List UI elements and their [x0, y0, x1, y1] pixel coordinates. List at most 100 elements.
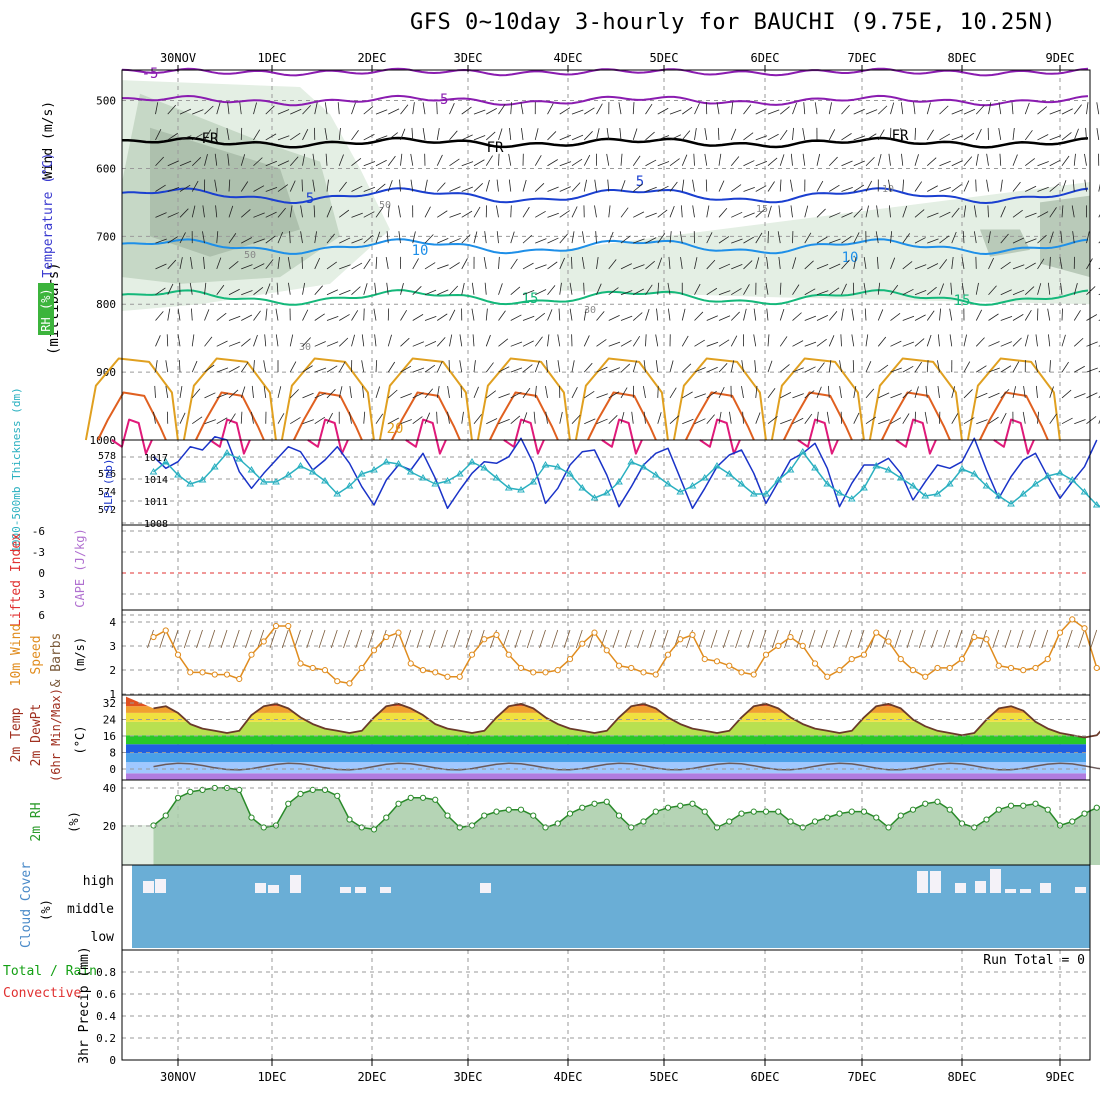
wind-barb: [202, 231, 205, 244]
wind-barb: [473, 135, 486, 141]
wind-barb: [926, 286, 937, 296]
wind-barb: [388, 417, 399, 425]
wind-barb: [767, 133, 779, 141]
wind-barb: [962, 231, 965, 244]
wind-barb: [1024, 309, 1032, 321]
wind-barb: [326, 233, 335, 244]
wind-barb: [851, 334, 855, 347]
wind-barb: [216, 312, 227, 321]
wind-barb: [485, 334, 491, 347]
surface-wind-barb: [563, 629, 571, 649]
wind-barb: [228, 233, 237, 244]
thickness-line-point: [688, 482, 697, 489]
wind-barb: [253, 310, 261, 321]
wind-barb: [914, 209, 925, 218]
ylabel-rh: RH (%): [39, 288, 53, 331]
wind-speed-line-point: [750, 671, 757, 678]
wind-barb: [324, 102, 328, 115]
wind-barb: [204, 129, 212, 141]
wind-barb: [253, 212, 265, 218]
wind-barb: [190, 256, 193, 269]
warm-contour: [97, 391, 167, 441]
wind-barb: [338, 154, 344, 166]
li-tick-label: 3: [38, 588, 45, 601]
wind-barb: [1061, 108, 1073, 115]
wind-barb: [681, 154, 688, 166]
wind-barb: [522, 340, 534, 347]
wind-barb: [939, 235, 950, 244]
contour-label: 15: [954, 293, 971, 309]
dewpoint-2m-line: [153, 762, 1100, 771]
wind-barb: [1086, 231, 1090, 244]
rh-2m-line-point: [1007, 802, 1015, 809]
wind-barb: [216, 257, 222, 270]
wind-barb: [1086, 102, 1089, 115]
wind-barb: [473, 386, 479, 399]
rh-2m-line-point: [468, 822, 476, 829]
wind-barb: [792, 284, 800, 295]
wind-barb: [338, 127, 341, 140]
surface-wind-barb: [502, 629, 510, 649]
wind-barb: [375, 135, 388, 141]
wind-barb: [878, 392, 890, 399]
wind-barb: [753, 308, 757, 321]
wind-barb: [706, 232, 713, 244]
wind-barb: [363, 411, 366, 424]
wind-barb: [265, 211, 277, 218]
wind-barb: [534, 182, 545, 192]
wind-barb: [571, 182, 581, 192]
wind-barb: [400, 419, 412, 425]
wind-barb: [324, 128, 328, 140]
wind-barb: [559, 210, 570, 218]
ylabel-speed: Speed: [29, 635, 44, 674]
wind-barb: [937, 385, 940, 398]
wind-barb: [1086, 367, 1098, 373]
surface-wind-barb: [294, 629, 301, 649]
wind-barb: [877, 282, 881, 295]
wind-barb: [706, 315, 718, 321]
wind-barb: [1060, 231, 1063, 244]
wind-barb: [179, 208, 189, 218]
wind-speed-line-point: [174, 651, 182, 658]
wind-barb: [498, 393, 510, 399]
wind-barb: [547, 237, 559, 244]
wind-barb: [865, 109, 878, 115]
wind-barb: [865, 156, 875, 167]
rh-2m-line-point: [1032, 800, 1039, 807]
wind-barb: [596, 418, 608, 425]
wind-barb: [191, 388, 201, 399]
wind-barb: [424, 340, 437, 347]
wind-barb: [449, 158, 460, 167]
wind-barb: [608, 231, 614, 244]
wind-barb: [411, 127, 414, 140]
thickness-line-point: [1043, 472, 1052, 479]
wind-barb: [522, 412, 528, 424]
wind-barb: [547, 309, 553, 321]
wind-barb: [951, 109, 964, 115]
rh-2m-line-point: [334, 792, 341, 799]
wind-barb: [363, 134, 375, 141]
wind-speed-line-point: [836, 667, 843, 674]
wind-barb: [251, 411, 254, 424]
wind-barb: [436, 102, 438, 115]
wind-barb: [264, 334, 267, 347]
wind-speed-line-point: [701, 656, 708, 663]
wind-barb: [461, 106, 472, 115]
wind-barb: [412, 341, 425, 347]
wind-barb: [398, 231, 401, 244]
rh-2m-line-point: [370, 826, 378, 833]
wind-barb: [302, 128, 309, 141]
wind-barb: [731, 238, 743, 244]
wind-barb: [1072, 231, 1075, 244]
wind-barb: [167, 212, 179, 218]
wind-barb: [214, 153, 218, 166]
cloud-gap-bar: [340, 887, 351, 893]
wind-barb: [925, 385, 928, 398]
rh-2m-line-point: [236, 786, 243, 794]
wind-barb: [498, 283, 503, 295]
surface-wind-barb: [245, 629, 252, 649]
wind-barb: [361, 360, 365, 373]
wind-speed-line-point: [334, 678, 341, 685]
wind-barb: [302, 337, 311, 347]
wind-barb: [804, 288, 816, 296]
